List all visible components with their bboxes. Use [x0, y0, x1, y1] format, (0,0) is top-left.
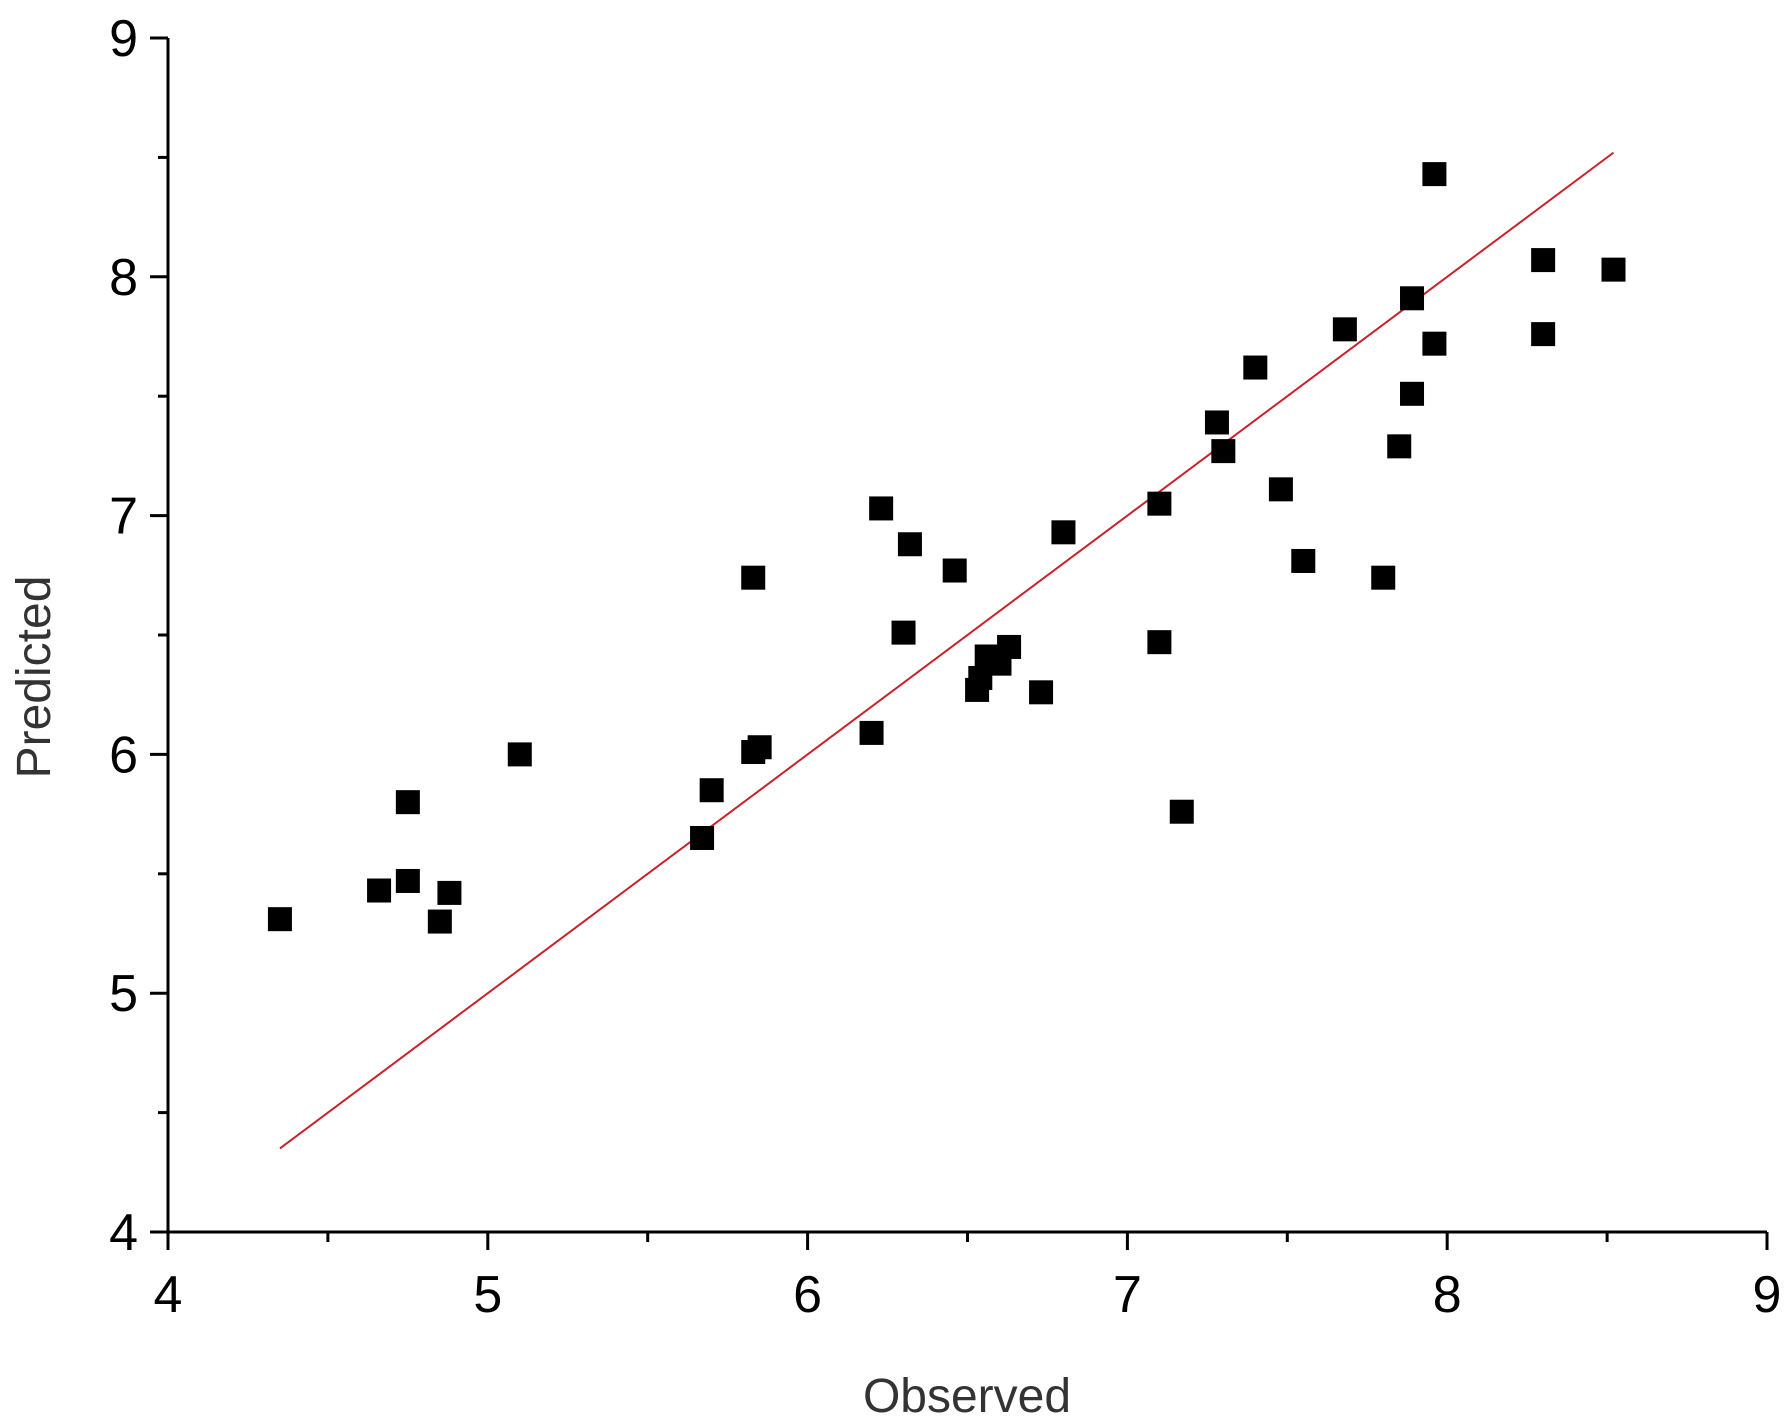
data-point — [1268, 477, 1293, 502]
fit-line — [279, 151, 1615, 1150]
data-point — [1243, 355, 1268, 380]
data-point — [690, 825, 715, 850]
data-point — [859, 720, 884, 745]
data-point — [1400, 286, 1425, 311]
data-point — [395, 868, 420, 893]
y-tick-label: 5 — [109, 965, 138, 1023]
data-point — [1029, 680, 1054, 705]
data-point — [1422, 162, 1447, 187]
data-point — [1147, 630, 1172, 655]
data-point — [1051, 520, 1076, 545]
data-point — [747, 735, 772, 760]
data-point — [1531, 248, 1556, 273]
data-point — [1601, 257, 1626, 282]
data-point — [437, 880, 462, 905]
data-point — [1147, 491, 1172, 516]
data-point — [741, 565, 766, 590]
data-point — [1291, 548, 1316, 573]
data-point — [897, 532, 922, 557]
x-tick-label: 7 — [1113, 1266, 1142, 1324]
data-point — [997, 634, 1022, 659]
data-point — [1204, 410, 1229, 435]
fit-line-group — [279, 151, 1615, 1150]
data-point — [1169, 799, 1194, 824]
axis-ticks: 4 5 6 7 8 9 4 5 6 7 8 9 — [109, 10, 1781, 1324]
data-point — [427, 909, 452, 934]
x-tick-label: 8 — [1433, 1266, 1462, 1324]
data-point — [1332, 317, 1357, 342]
data-point — [1371, 565, 1396, 590]
data-point — [507, 742, 532, 767]
y-axis-title: Predicted — [8, 576, 61, 779]
x-tick-label: 9 — [1753, 1266, 1782, 1324]
data-point — [367, 878, 392, 903]
data-point — [1422, 331, 1447, 356]
y-tick-label: 7 — [109, 488, 138, 546]
data-point — [891, 620, 916, 645]
data-point — [869, 496, 894, 521]
data-point — [1400, 381, 1425, 406]
data-point — [395, 790, 420, 815]
data-point — [1387, 434, 1412, 459]
data-points — [267, 162, 1626, 934]
y-tick-label: 8 — [109, 249, 138, 307]
data-point — [1211, 439, 1236, 464]
data-point — [267, 907, 292, 932]
y-tick-label: 4 — [109, 1204, 138, 1262]
x-tick-label: 5 — [473, 1266, 502, 1324]
data-point — [942, 558, 967, 583]
y-tick-label: 6 — [109, 726, 138, 784]
x-tick-label: 4 — [154, 1266, 183, 1324]
data-point — [1531, 322, 1556, 347]
x-tick-label: 6 — [793, 1266, 822, 1324]
data-point — [699, 778, 724, 803]
y-tick-label: 9 — [109, 10, 138, 68]
x-axis-title: Observed — [863, 1370, 1071, 1422]
